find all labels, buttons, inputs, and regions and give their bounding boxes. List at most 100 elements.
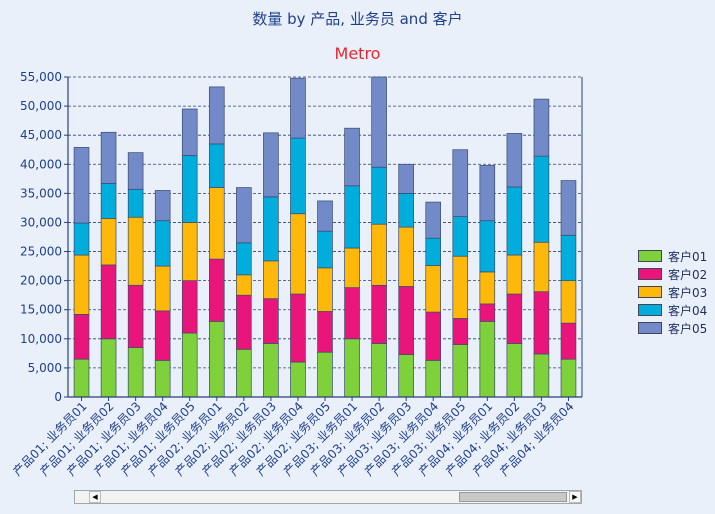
bar-segment (209, 86, 225, 145)
bar-segment (371, 343, 387, 398)
chart-subtitle: Metro (334, 44, 381, 63)
bar-segment (154, 310, 171, 361)
bar-segment (100, 131, 117, 184)
y-tick-label: 30,000 (20, 215, 62, 229)
bar-segment (479, 220, 496, 273)
bar-segment (398, 286, 414, 355)
bar-segment (290, 77, 306, 139)
scroll-right-button[interactable]: ▶ (569, 491, 581, 503)
legend-item: 客户04 (638, 301, 707, 319)
bar-segment (73, 358, 90, 398)
legend-label: 客户01 (668, 249, 708, 264)
bar-segment (425, 311, 442, 361)
bar-segment (209, 187, 225, 260)
y-axis-ticks: 0 5,000 10,000 15,000 20,000 25,000 30,000 35,0… (20, 70, 68, 404)
bar-segment (560, 322, 577, 360)
bar-segment (73, 222, 90, 256)
bar-segment (73, 314, 90, 360)
bar-segment (452, 149, 469, 217)
bar-segment (154, 190, 171, 222)
y-tick-label: 5,000 (28, 361, 62, 375)
bar-segment (506, 133, 523, 188)
legend-label: 客户05 (668, 321, 708, 336)
bar-segment (344, 127, 360, 187)
bar-segment (344, 247, 360, 288)
y-tick-label: 10,000 (20, 332, 62, 346)
bar-segment (154, 265, 171, 312)
bar-segment (506, 343, 523, 398)
bar-segment (236, 242, 252, 276)
bar-segment (73, 147, 90, 224)
bar-segment (290, 137, 306, 215)
bar-segment (154, 220, 171, 267)
bar-segment (317, 267, 333, 312)
legend-item: 客户02 (638, 265, 707, 283)
bar-segment (181, 332, 198, 398)
bar-segment (398, 354, 414, 398)
bar-segment (236, 187, 252, 244)
bar-segment (425, 237, 442, 266)
bar-segment (236, 274, 252, 296)
bar-segment (236, 348, 252, 398)
legend-item: 客户05 (638, 319, 707, 337)
bar-segment (533, 98, 550, 157)
y-tick-label: 25,000 (20, 245, 62, 259)
bar-segment (452, 216, 469, 257)
bar-segment (317, 200, 333, 232)
bar-segment (263, 132, 279, 198)
bar-segment (344, 185, 360, 249)
bar-segment (533, 291, 550, 355)
bar-segment (181, 108, 198, 156)
bar-segment (263, 260, 279, 300)
bar-segment (344, 338, 360, 398)
y-tick-label: 55,000 (20, 70, 62, 84)
bar-segment (181, 155, 198, 223)
bar-segment (452, 255, 469, 319)
bar-segment (371, 76, 387, 168)
bar-segment (127, 284, 144, 348)
bar-segment (317, 230, 333, 269)
legend-label: 客户02 (668, 267, 708, 282)
bar-segment (506, 186, 523, 256)
bar-segment (506, 293, 523, 344)
bars (73, 76, 577, 398)
bar-segment (263, 196, 279, 262)
bar-segment (100, 183, 117, 219)
scrollbar-thumb[interactable] (459, 492, 567, 502)
horizontal-scrollbar[interactable]: ◀ ▶ (74, 490, 582, 504)
bar-segment (560, 280, 577, 324)
y-tick-label: 35,000 (20, 186, 62, 200)
bar-segment (236, 294, 252, 350)
bar-segment (560, 358, 577, 398)
legend-label: 客户03 (668, 285, 708, 300)
bar-segment (317, 351, 333, 398)
legend-label: 客户04 (668, 303, 708, 318)
bar-segment (479, 321, 496, 398)
bar-segment (506, 254, 523, 295)
legend-swatch (638, 286, 662, 298)
bar-segment (154, 359, 171, 398)
bar-segment (371, 223, 387, 286)
bar-segment (425, 201, 442, 239)
bar-segment (263, 343, 279, 398)
bar-segment (452, 344, 469, 398)
y-tick-label: 40,000 (20, 157, 62, 171)
bar-segment (290, 213, 306, 295)
y-tick-label: 0 (54, 390, 62, 404)
y-tick-label: 20,000 (20, 274, 62, 288)
bar-segment (181, 280, 198, 334)
legend-item: 客户01 (638, 247, 707, 265)
legend-swatch (638, 322, 662, 334)
bar-segment (127, 347, 144, 398)
scroll-left-button[interactable]: ◀ (89, 491, 101, 503)
bar-segment (344, 287, 360, 340)
bar-segment (127, 216, 144, 286)
bar-segment (73, 254, 90, 315)
bar-segment (100, 338, 117, 398)
legend-swatch (638, 304, 662, 316)
bar-segment (209, 321, 225, 398)
bar-segment (479, 303, 496, 322)
